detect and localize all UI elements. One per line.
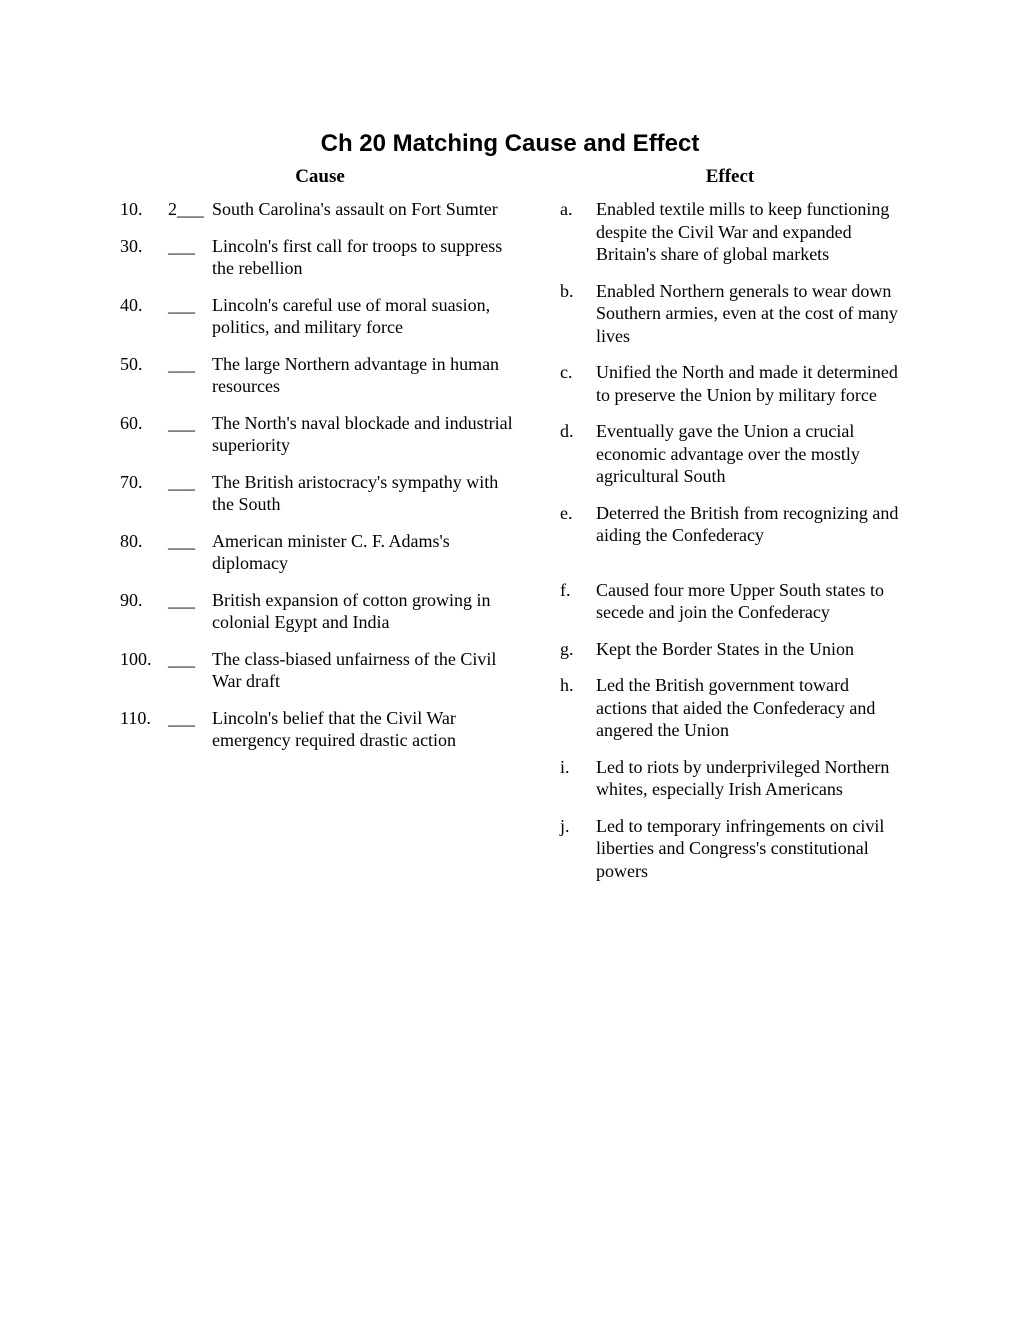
effect-text: Led to riots by underprivileged Northern…	[596, 756, 900, 801]
effect-item: a.Enabled textile mills to keep function…	[560, 198, 900, 266]
effect-letter: g.	[560, 638, 596, 661]
effect-text: Eventually gave the Union a crucial econ…	[596, 420, 900, 488]
cause-item: 100.___The class-biased unfairness of th…	[120, 648, 520, 693]
page-title: Ch 20 Matching Cause and Effect	[120, 130, 900, 158]
effect-text: Deterred the British from recognizing an…	[596, 502, 900, 547]
effect-text: Enabled textile mills to keep functionin…	[596, 198, 900, 266]
cause-blank-line: ___	[168, 353, 208, 376]
effects-list: a.Enabled textile mills to keep function…	[560, 198, 900, 882]
effect-item: b.Enabled Northern generals to wear down…	[560, 280, 900, 348]
cause-item: 80.___American minister C. F. Adams's di…	[120, 530, 520, 575]
effect-letter: h.	[560, 674, 596, 697]
effect-item: c.Unified the North and made it determin…	[560, 361, 900, 406]
causes-list: 10.2___South Carolina's assault on Fort …	[120, 198, 520, 752]
cause-item: 90.___British expansion of cotton growin…	[120, 589, 520, 634]
cause-text: The large Northern advantage in human re…	[208, 353, 520, 398]
cause-text: British expansion of cotton growing in c…	[208, 589, 520, 634]
effect-text: Led the British government toward action…	[596, 674, 900, 742]
cause-item: 110.___Lincoln's belief that the Civil W…	[120, 707, 520, 752]
cause-item: 60.___The North's naval blockade and ind…	[120, 412, 520, 457]
cause-text: American minister C. F. Adams's diplomac…	[208, 530, 520, 575]
cause-item: 40.___Lincoln's careful use of moral sua…	[120, 294, 520, 339]
effect-letter: b.	[560, 280, 596, 303]
cause-text: The North's naval blockade and industria…	[208, 412, 520, 457]
effect-letter: c.	[560, 361, 596, 384]
effect-letter: d.	[560, 420, 596, 443]
cause-number: 110.	[120, 707, 168, 730]
cause-column: Cause 10.2___South Carolina's assault on…	[120, 166, 520, 896]
effect-column: Effect a.Enabled textile mills to keep f…	[560, 166, 900, 896]
cause-text: The British aristocracy's sympathy with …	[208, 471, 520, 516]
effect-item: f.Caused four more Upper South states to…	[560, 579, 900, 624]
cause-text: Lincoln's careful use of moral suasion, …	[208, 294, 520, 339]
two-column-layout: Cause 10.2___South Carolina's assault on…	[120, 166, 900, 896]
cause-blank-line: ___	[168, 471, 208, 494]
cause-blank-line: ___	[168, 707, 208, 730]
effect-text: Led to temporary infringements on civil …	[596, 815, 900, 883]
cause-item: 10.2___South Carolina's assault on Fort …	[120, 198, 520, 221]
cause-number: 90.	[120, 589, 168, 612]
cause-blank-line: ___	[168, 294, 208, 317]
cause-item: 70.___The British aristocracy's sympathy…	[120, 471, 520, 516]
cause-text: Lincoln's first call for troops to suppr…	[208, 235, 520, 280]
effect-letter: a.	[560, 198, 596, 221]
document-page: Ch 20 Matching Cause and Effect Cause 10…	[0, 0, 1020, 896]
effect-text: Caused four more Upper South states to s…	[596, 579, 900, 624]
cause-item: 30.___Lincoln's first call for troops to…	[120, 235, 520, 280]
cause-item: 50.___The large Northern advantage in hu…	[120, 353, 520, 398]
effect-letter: i.	[560, 756, 596, 779]
effect-item: i.Led to riots by underprivileged Northe…	[560, 756, 900, 801]
cause-blank-line: ___	[168, 589, 208, 612]
effect-letter: e.	[560, 502, 596, 525]
cause-text: South Carolina's assault on Fort Sumter	[208, 198, 520, 221]
cause-blank-line: ___	[168, 648, 208, 671]
effect-letter: f.	[560, 579, 596, 602]
effect-text: Kept the Border States in the Union	[596, 638, 900, 661]
effect-item: e.Deterred the British from recognizing …	[560, 502, 900, 547]
cause-blank-line: ___	[168, 530, 208, 553]
effect-gap	[560, 561, 900, 579]
cause-number: 80.	[120, 530, 168, 553]
cause-number: 50.	[120, 353, 168, 376]
effect-item: h.Led the British government toward acti…	[560, 674, 900, 742]
effect-text: Enabled Northern generals to wear down S…	[596, 280, 900, 348]
cause-text: The class-biased unfairness of the Civil…	[208, 648, 520, 693]
cause-number: 70.	[120, 471, 168, 494]
cause-blank-line: ___	[168, 412, 208, 435]
cause-text: Lincoln's belief that the Civil War emer…	[208, 707, 520, 752]
cause-number: 10.	[120, 198, 168, 221]
effect-letter: j.	[560, 815, 596, 838]
cause-blank-line: ___	[168, 235, 208, 258]
effect-item: j.Led to temporary infringements on civi…	[560, 815, 900, 883]
cause-number: 30.	[120, 235, 168, 258]
cause-number: 100.	[120, 648, 168, 671]
cause-number: 40.	[120, 294, 168, 317]
effect-item: d.Eventually gave the Union a crucial ec…	[560, 420, 900, 488]
effect-header: Effect	[560, 166, 900, 188]
cause-header: Cause	[120, 166, 520, 188]
cause-blank-line: 2___	[168, 198, 208, 221]
effect-item: g.Kept the Border States in the Union	[560, 638, 900, 661]
cause-number: 60.	[120, 412, 168, 435]
effect-text: Unified the North and made it determined…	[596, 361, 900, 406]
